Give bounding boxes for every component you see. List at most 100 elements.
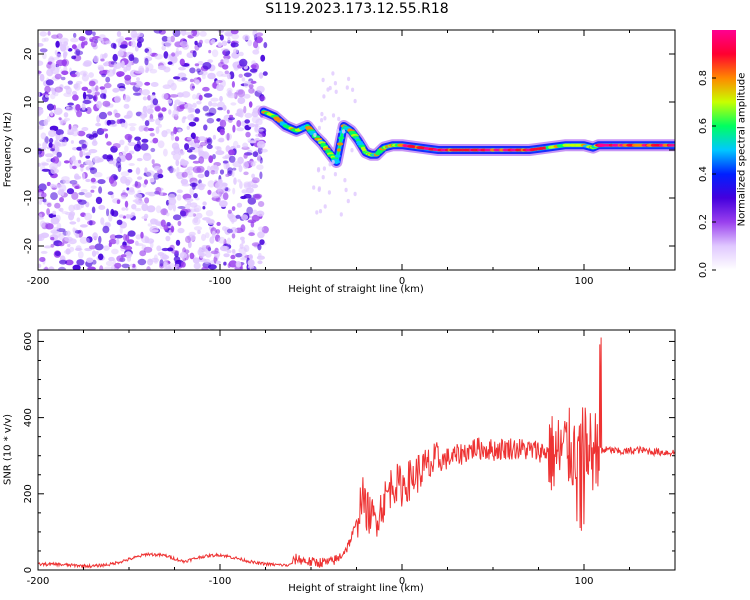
noise-blob: [199, 182, 203, 187]
noise-blob: [140, 143, 149, 151]
ridge-hotspot: [334, 154, 341, 158]
noise-blob: [146, 205, 156, 213]
noise-blob: [91, 250, 97, 257]
noise-blob: [227, 167, 234, 175]
noise-blob: [107, 191, 114, 196]
noise-blob: [65, 259, 74, 266]
noise-blob: [154, 53, 163, 60]
noise-blob: [104, 221, 111, 226]
noise-blob: [224, 187, 229, 192]
noise-blob: [75, 80, 83, 85]
noise-blob: [228, 117, 235, 121]
noise-blob: [236, 144, 241, 149]
noise-blob: [120, 176, 128, 184]
noise-blob: [80, 189, 88, 193]
noise-blob: [124, 145, 129, 153]
noise-blob: [50, 62, 57, 69]
noise-blob: [146, 170, 155, 177]
noise-blob: [228, 149, 235, 156]
noise-blob: [251, 214, 260, 222]
noise-blob: [150, 82, 159, 87]
noise-blob: [258, 253, 262, 258]
noise-blob: [222, 192, 229, 201]
noise-blob: [38, 147, 43, 155]
noise-blob: [94, 91, 101, 96]
noise-blob: [104, 133, 109, 139]
noise-blob: [41, 168, 51, 172]
noise-blob: [247, 197, 257, 205]
noise-blob: [144, 179, 148, 185]
noise-blob: [173, 103, 178, 111]
noise-blob: [252, 151, 259, 158]
noise-blob: [144, 57, 149, 66]
noise-blob: [214, 170, 218, 174]
noise-blob: [42, 141, 48, 149]
noise-blob: [192, 160, 200, 164]
noise-blob: [176, 166, 180, 174]
noise-blob: [188, 121, 197, 127]
noise-blob: [186, 201, 192, 206]
noise-blob: [181, 91, 191, 98]
noise-blob: [206, 117, 215, 124]
noise-blob: [235, 253, 243, 258]
noise-blob: [40, 250, 48, 254]
noise-blob: [222, 50, 226, 56]
noise-blob: [101, 54, 107, 59]
noise-blob: [241, 252, 248, 260]
noise-blob: [191, 30, 198, 37]
noise-blob: [123, 121, 128, 129]
noise-blob: [205, 245, 211, 250]
noise-blob: [140, 111, 146, 116]
noise-blob: [237, 156, 244, 164]
noise-blob: [149, 132, 155, 137]
noise-blob: [257, 243, 262, 251]
noise-blob: [202, 201, 207, 206]
noise-blob: [175, 172, 180, 177]
sparse-blob: [320, 118, 324, 123]
noise-blob: [176, 194, 182, 201]
noise-blob: [114, 262, 122, 269]
noise-blob: [189, 83, 195, 91]
noise-blob: [203, 258, 211, 264]
sparse-blob: [320, 111, 324, 117]
noise-blob: [219, 34, 224, 41]
noise-blob: [150, 218, 158, 225]
y-tick-label: 200: [23, 484, 34, 503]
noise-blob: [44, 37, 49, 42]
noise-blob: [186, 211, 195, 218]
noise-blob: [157, 140, 165, 149]
noise-blob: [74, 50, 84, 56]
noise-blob: [248, 232, 255, 237]
sparse-blob: [345, 85, 349, 90]
noise-blob: [188, 147, 196, 151]
noise-blob: [123, 94, 131, 103]
noise-blob: [61, 70, 69, 76]
noise-blob: [152, 98, 159, 106]
noise-blob: [98, 111, 108, 120]
x-tick-label: 100: [574, 276, 593, 287]
sparse-blob: [315, 210, 319, 215]
noise-blob: [90, 189, 95, 193]
noise-blob: [192, 94, 197, 100]
noise-blob: [39, 31, 47, 37]
noise-blob: [81, 127, 89, 131]
noise-blob: [134, 207, 142, 212]
noise-blob: [38, 60, 44, 66]
noise-blob: [77, 199, 87, 205]
noise-blob: [251, 184, 259, 189]
noise-blob: [123, 233, 127, 242]
noise-blob: [172, 214, 182, 221]
noise-blob: [210, 39, 216, 44]
noise-blob: [82, 91, 87, 100]
noise-blob: [151, 159, 155, 165]
noise-blob: [224, 70, 229, 75]
noise-blob: [43, 119, 49, 126]
noise-blob: [188, 154, 197, 160]
noise-blob: [243, 105, 247, 114]
noise-blob: [161, 45, 166, 51]
noise-blob: [56, 53, 62, 59]
noise-blob: [43, 245, 52, 249]
noise-blob: [92, 232, 98, 240]
noise-blob: [128, 163, 135, 166]
noise-blob: [95, 85, 99, 92]
